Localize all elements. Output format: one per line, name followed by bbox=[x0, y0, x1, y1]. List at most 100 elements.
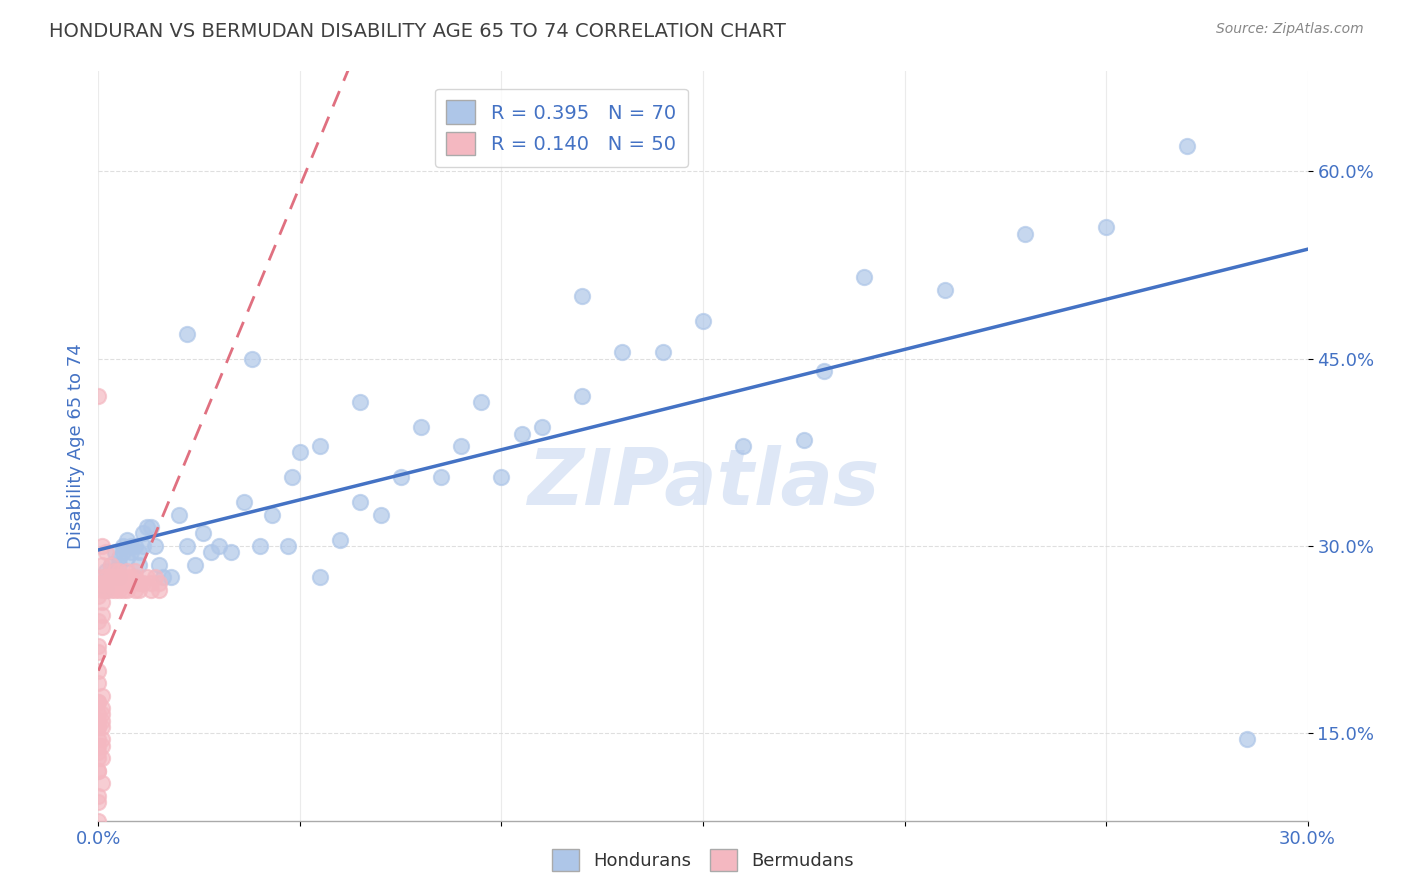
Point bbox=[87, 589, 110, 603]
Point bbox=[115, 582, 138, 597]
Point bbox=[120, 570, 142, 584]
Point bbox=[111, 539, 134, 553]
Point bbox=[370, 508, 392, 522]
Point bbox=[193, 526, 215, 541]
Point bbox=[124, 564, 146, 578]
Point bbox=[143, 570, 166, 584]
Point bbox=[530, 420, 553, 434]
Point bbox=[651, 345, 673, 359]
Point bbox=[87, 732, 110, 747]
Point bbox=[91, 714, 114, 728]
Point bbox=[87, 707, 110, 722]
Point bbox=[139, 520, 162, 534]
Point bbox=[96, 576, 118, 591]
Point bbox=[813, 364, 835, 378]
Point bbox=[100, 570, 122, 584]
Point bbox=[793, 433, 815, 447]
Point bbox=[91, 595, 114, 609]
Point bbox=[87, 614, 110, 628]
Point bbox=[91, 732, 114, 747]
Point bbox=[139, 576, 162, 591]
Point bbox=[115, 551, 138, 566]
Point bbox=[132, 526, 155, 541]
Point bbox=[91, 576, 114, 591]
Point bbox=[148, 576, 170, 591]
Point bbox=[160, 570, 183, 584]
Point bbox=[100, 582, 122, 597]
Point bbox=[96, 582, 118, 597]
Point bbox=[329, 533, 352, 547]
Point bbox=[120, 545, 142, 559]
Point bbox=[87, 720, 110, 734]
Point bbox=[100, 558, 122, 572]
Point bbox=[430, 470, 453, 484]
Point bbox=[111, 582, 134, 597]
Point bbox=[221, 545, 243, 559]
Point bbox=[103, 576, 125, 591]
Point bbox=[124, 570, 146, 584]
Point bbox=[1175, 139, 1198, 153]
Point bbox=[91, 582, 114, 597]
Point bbox=[571, 289, 593, 303]
Point bbox=[91, 558, 114, 572]
Point bbox=[124, 582, 146, 597]
Legend: R = 0.395   N = 70, R = 0.140   N = 50: R = 0.395 N = 70, R = 0.140 N = 50 bbox=[434, 88, 688, 167]
Point bbox=[91, 539, 114, 553]
Point bbox=[100, 570, 122, 584]
Point bbox=[143, 539, 166, 553]
Point bbox=[853, 270, 876, 285]
Point bbox=[103, 564, 125, 578]
Point bbox=[692, 314, 714, 328]
Point bbox=[128, 582, 150, 597]
Text: ZIPatlas: ZIPatlas bbox=[527, 445, 879, 522]
Point bbox=[91, 776, 114, 790]
Point bbox=[91, 576, 114, 591]
Point bbox=[107, 570, 129, 584]
Y-axis label: Disability Age 65 to 74: Disability Age 65 to 74 bbox=[66, 343, 84, 549]
Point bbox=[470, 395, 492, 409]
Point bbox=[103, 582, 125, 597]
Point bbox=[87, 695, 110, 709]
Point bbox=[87, 764, 110, 778]
Point bbox=[281, 470, 304, 484]
Point bbox=[100, 558, 122, 572]
Point bbox=[100, 576, 122, 591]
Point bbox=[120, 539, 142, 553]
Point bbox=[132, 539, 155, 553]
Point bbox=[87, 639, 110, 653]
Point bbox=[128, 558, 150, 572]
Point bbox=[733, 439, 755, 453]
Point bbox=[96, 564, 118, 578]
Point bbox=[148, 582, 170, 597]
Point bbox=[612, 345, 634, 359]
Point bbox=[1095, 220, 1118, 235]
Point bbox=[111, 576, 134, 591]
Point bbox=[115, 576, 138, 591]
Point bbox=[91, 720, 114, 734]
Point bbox=[135, 520, 157, 534]
Point bbox=[96, 570, 118, 584]
Point bbox=[309, 439, 332, 453]
Point bbox=[260, 508, 283, 522]
Point bbox=[87, 814, 110, 828]
Point bbox=[91, 570, 114, 584]
Text: Source: ZipAtlas.com: Source: ZipAtlas.com bbox=[1216, 22, 1364, 37]
Point bbox=[934, 283, 956, 297]
Point bbox=[107, 576, 129, 591]
Point bbox=[409, 420, 432, 434]
Point bbox=[87, 714, 110, 728]
Point bbox=[103, 545, 125, 559]
Point bbox=[87, 695, 110, 709]
Point bbox=[100, 570, 122, 584]
Point bbox=[208, 539, 231, 553]
Point bbox=[571, 389, 593, 403]
Point bbox=[277, 539, 299, 553]
Point bbox=[232, 495, 254, 509]
Point bbox=[87, 645, 110, 659]
Point bbox=[240, 351, 263, 366]
Point bbox=[87, 664, 110, 678]
Point bbox=[87, 789, 110, 803]
Point bbox=[107, 551, 129, 566]
Point bbox=[107, 564, 129, 578]
Point bbox=[139, 582, 162, 597]
